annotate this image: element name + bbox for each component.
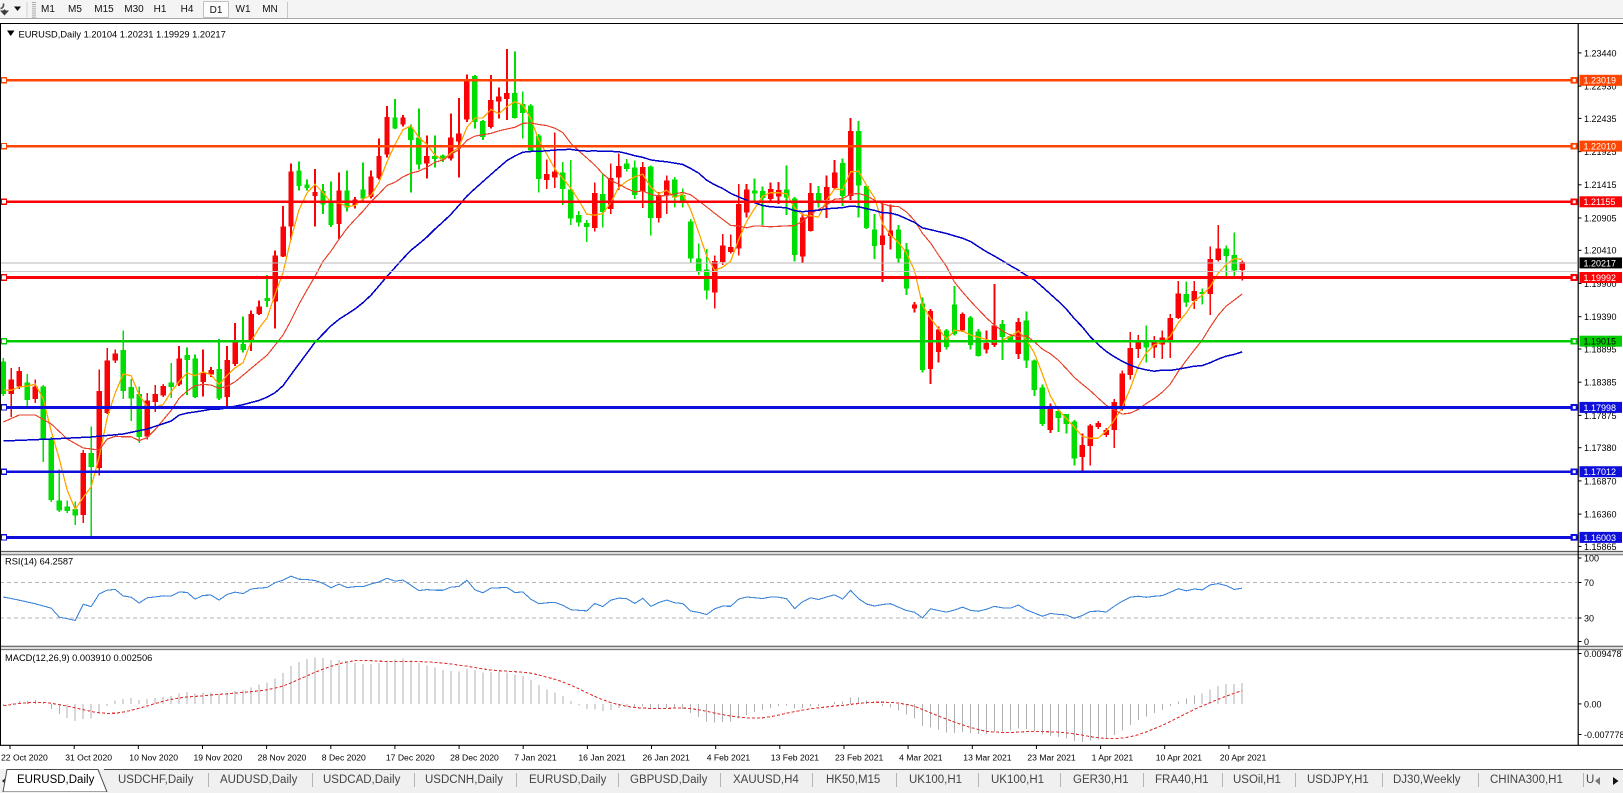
svg-text:20 Apr 2021: 20 Apr 2021 [1220,753,1267,763]
svg-text:1.21155: 1.21155 [1584,197,1616,207]
svg-text:0: 0 [1584,637,1589,647]
svg-text:22 Oct 2020: 22 Oct 2020 [1,753,48,763]
svg-text:0.00: 0.00 [1584,699,1602,709]
svg-text:1.17380: 1.17380 [1584,443,1617,453]
svg-text:23 Mar 2021: 23 Mar 2021 [1027,753,1075,763]
svg-text:-0.007778: -0.007778 [1584,730,1623,740]
svg-text:1.22435: 1.22435 [1584,114,1617,124]
svg-text:13 Feb 2021: 13 Feb 2021 [771,753,819,763]
svg-text:26 Jan 2021: 26 Jan 2021 [643,753,691,763]
svg-text:1.19015: 1.19015 [1584,337,1617,347]
svg-text:1.16870: 1.16870 [1584,476,1617,486]
svg-text:1.15865: 1.15865 [1584,542,1617,552]
svg-text:7 Jan 2021: 7 Jan 2021 [514,753,557,763]
svg-text:EURUSD,Daily 1.20104 1.20231: EURUSD,Daily 1.20104 1.20231 1.19929 1.2… [19,30,226,40]
svg-text:RSI(14) 64.2587: RSI(14) 64.2587 [5,557,73,567]
svg-text:1.19992: 1.19992 [1584,273,1617,283]
svg-text:10 Nov 2020: 10 Nov 2020 [129,753,178,763]
svg-text:1.20905: 1.20905 [1584,213,1617,223]
svg-text:1.17998: 1.17998 [1584,403,1617,413]
svg-text:1.22930: 1.22930 [1584,82,1617,92]
svg-text:16 Jan 2021: 16 Jan 2021 [578,753,626,763]
svg-text:17 Dec 2020: 17 Dec 2020 [386,753,435,763]
svg-text:MACD(12,26,9) 0.003910 0.00250: MACD(12,26,9) 0.003910 0.002506 [5,653,152,663]
svg-text:1.18895: 1.18895 [1584,344,1617,354]
svg-text:19 Nov 2020: 19 Nov 2020 [194,753,243,763]
svg-text:30: 30 [1584,613,1594,623]
svg-text:8 Dec 2020: 8 Dec 2020 [322,753,366,763]
svg-text:0.009478: 0.009478 [1584,649,1622,659]
svg-text:1.20410: 1.20410 [1584,246,1617,256]
svg-text:1.18385: 1.18385 [1584,378,1617,388]
svg-text:28 Dec 2020: 28 Dec 2020 [450,753,499,763]
svg-text:1.22010: 1.22010 [1584,142,1617,152]
svg-text:23 Feb 2021: 23 Feb 2021 [835,753,883,763]
svg-text:1.16003: 1.16003 [1584,533,1617,543]
svg-text:70: 70 [1584,578,1594,588]
svg-text:1.19900: 1.19900 [1584,279,1617,289]
svg-text:1.17875: 1.17875 [1584,411,1617,421]
svg-text:1.21415: 1.21415 [1584,180,1617,190]
svg-text:28 Nov 2020: 28 Nov 2020 [258,753,307,763]
svg-text:1 Apr 2021: 1 Apr 2021 [1092,753,1134,763]
svg-text:1.21925: 1.21925 [1584,147,1617,157]
svg-text:1.23440: 1.23440 [1584,48,1617,58]
svg-text:1.23019: 1.23019 [1584,76,1617,86]
svg-text:4 Mar 2021: 4 Mar 2021 [899,753,943,763]
svg-text:1.20217: 1.20217 [1584,258,1617,268]
svg-text:1.19390: 1.19390 [1584,312,1617,322]
svg-text:100: 100 [1584,553,1599,563]
svg-text:1.17012: 1.17012 [1584,467,1617,477]
svg-text:10 Apr 2021: 10 Apr 2021 [1156,753,1203,763]
svg-text:13 Mar 2021: 13 Mar 2021 [963,753,1011,763]
svg-text:4 Feb 2021: 4 Feb 2021 [707,753,751,763]
svg-text:1.16360: 1.16360 [1584,510,1617,520]
svg-text:31 Oct 2020: 31 Oct 2020 [65,753,112,763]
